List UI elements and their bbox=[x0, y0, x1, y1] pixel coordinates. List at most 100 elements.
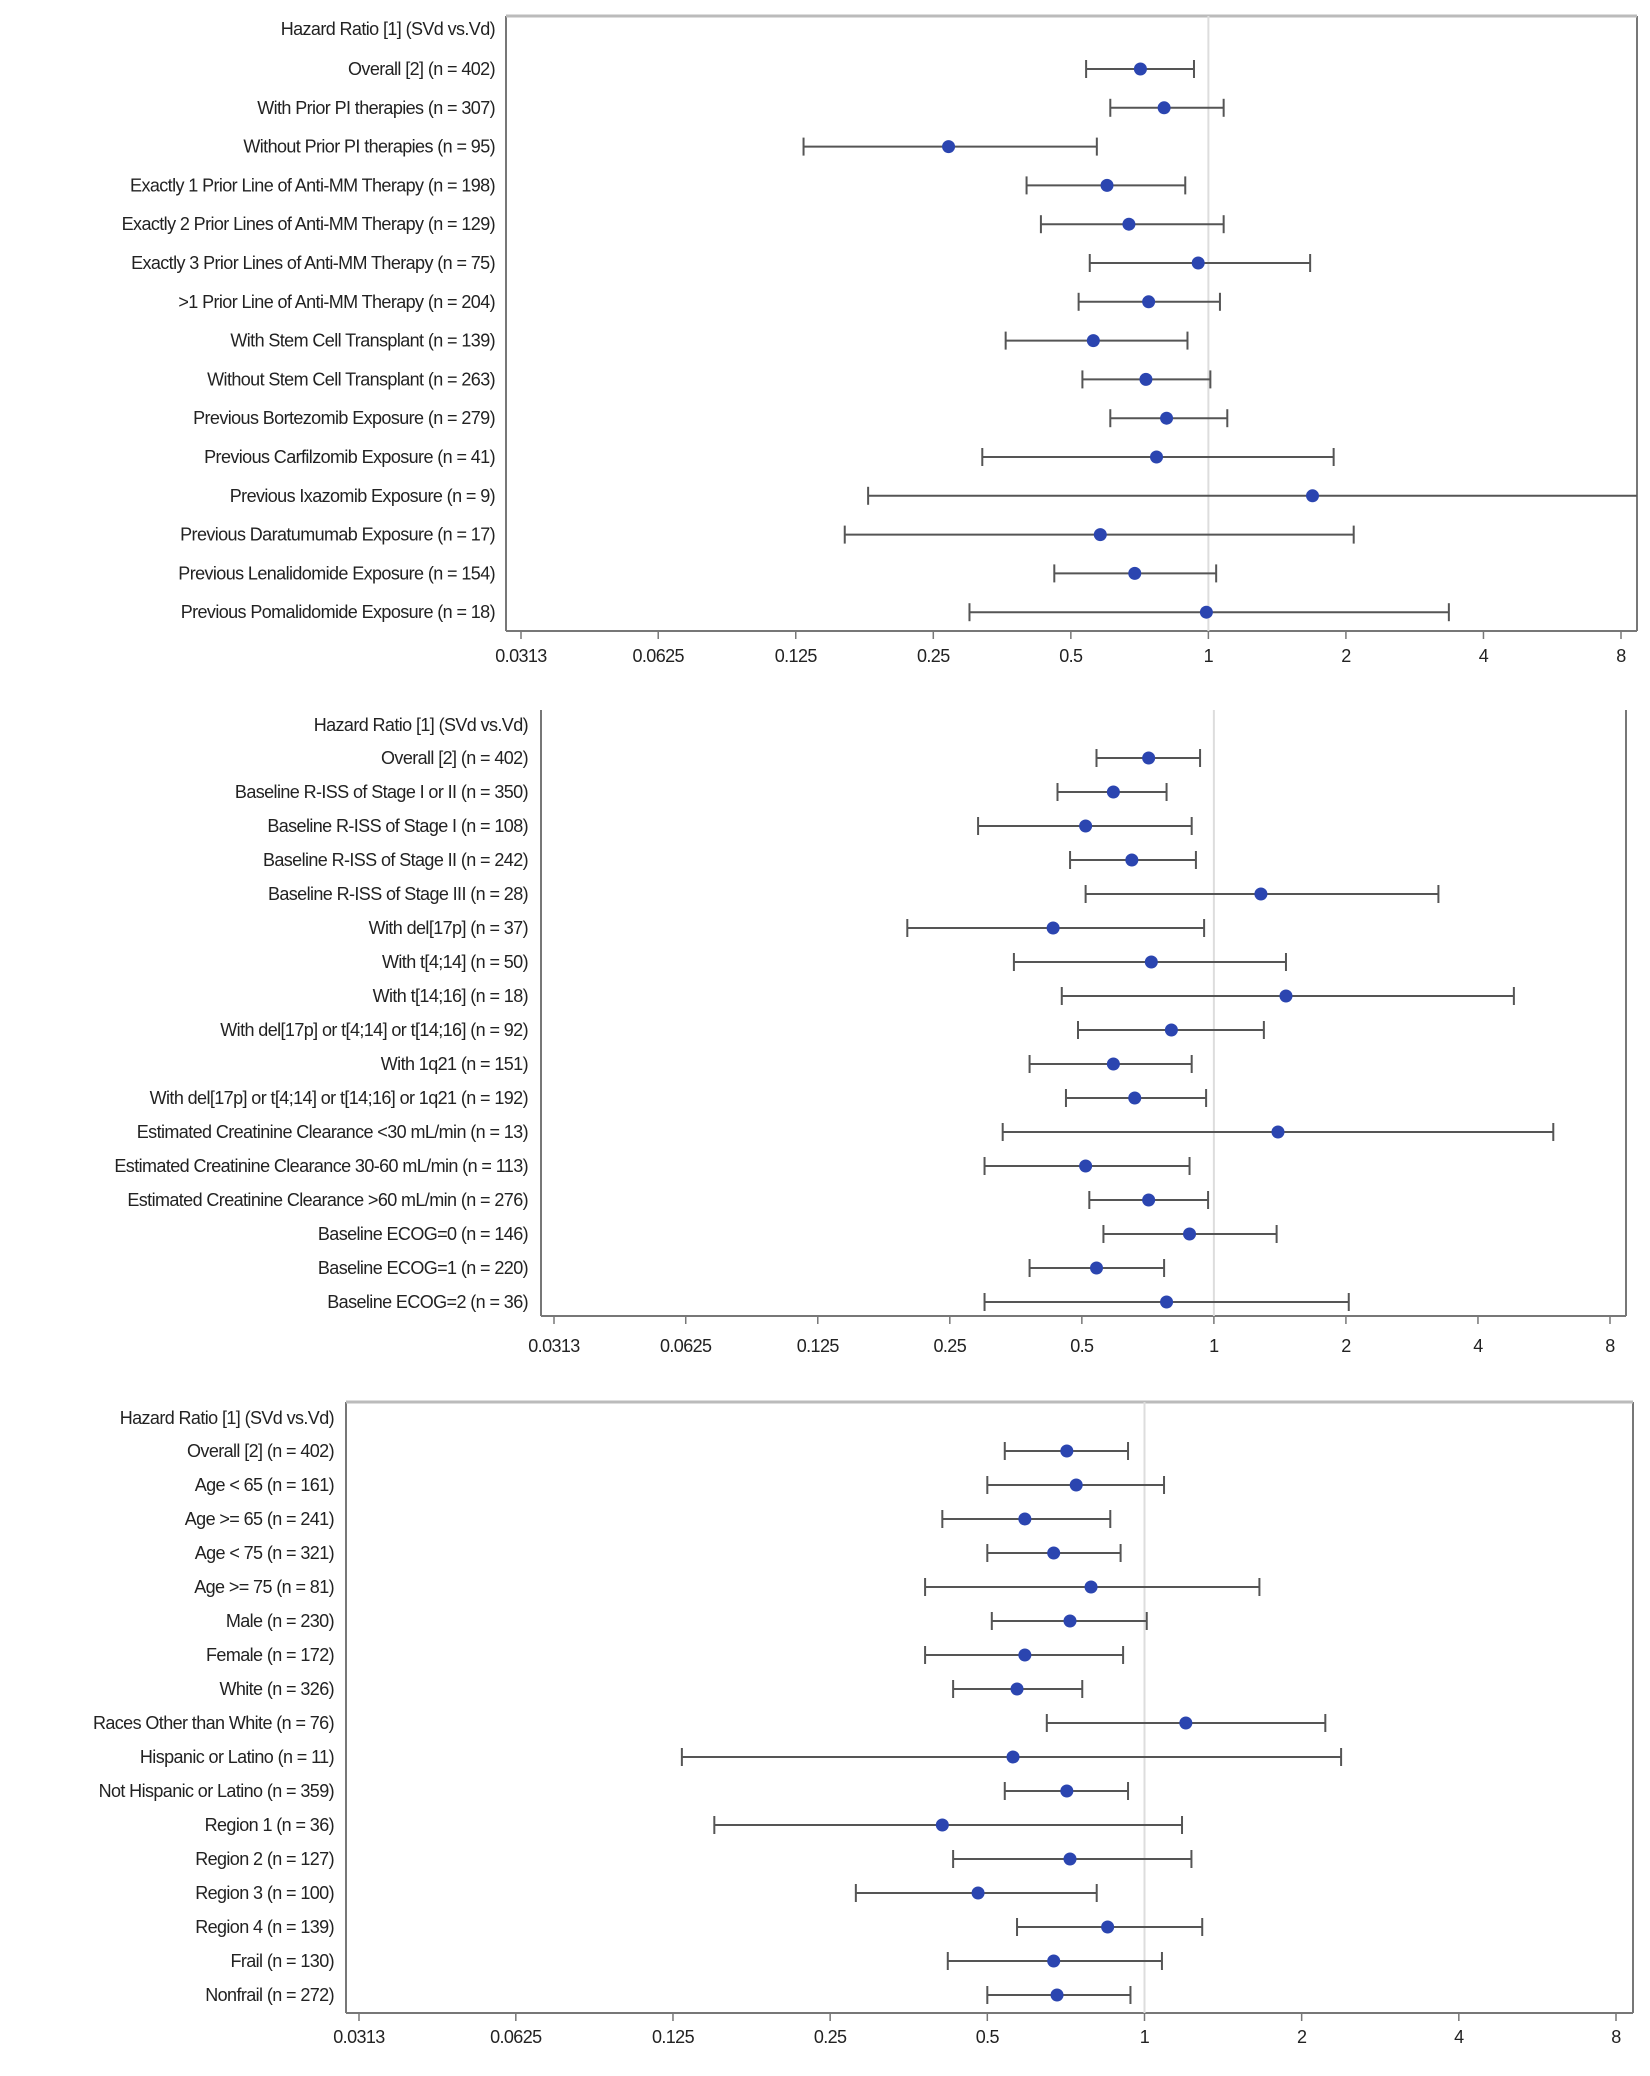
ci-row bbox=[1088, 1191, 1210, 1209]
row-label: Previous Ixazomib Exposure (n = 9) bbox=[230, 486, 495, 506]
x-tick-label: 0.5 bbox=[1059, 646, 1083, 666]
hazard-ratio-point bbox=[1084, 1580, 1098, 1594]
x-tick-label: 0.125 bbox=[775, 646, 818, 666]
ci-row bbox=[906, 919, 1206, 937]
hazard-ratio-point bbox=[1063, 1614, 1077, 1628]
ci-row bbox=[986, 1986, 1132, 2004]
ci-row bbox=[941, 1510, 1112, 1528]
x-tick-label: 0.125 bbox=[797, 1336, 840, 1356]
x-tick-label: 1 bbox=[1204, 646, 1214, 666]
row-label: Estimated Creatinine Clearance 30-60 mL/… bbox=[114, 1156, 528, 1176]
ci-row bbox=[990, 1612, 1148, 1630]
ci-row bbox=[1085, 60, 1195, 78]
row-label: Not Hispanic or Latino (n = 359) bbox=[99, 1781, 334, 1801]
ci-row bbox=[1012, 953, 1287, 971]
row-label: Baseline ECOG=1 (n = 220) bbox=[318, 1258, 528, 1278]
ci-row bbox=[983, 1293, 1350, 1311]
hazard-ratio-point bbox=[935, 1818, 949, 1832]
ci-row bbox=[981, 448, 1335, 466]
x-tick-label: 0.0625 bbox=[660, 1336, 712, 1356]
row-label: Exactly 3 Prior Lines of Anti-MM Therapy… bbox=[131, 253, 495, 273]
x-tick-label: 0.25 bbox=[917, 646, 950, 666]
hazard-ratio-point bbox=[971, 1886, 985, 1900]
row-label: Baseline R-ISS of Stage III (n = 28) bbox=[268, 884, 528, 904]
hazard-ratio-point bbox=[1179, 1716, 1193, 1730]
ci-row bbox=[986, 1476, 1166, 1494]
row-label: Races Other than White (n = 76) bbox=[93, 1713, 334, 1733]
ci-row bbox=[1077, 292, 1221, 311]
ci-row bbox=[1056, 783, 1168, 801]
row-label: Baseline ECOG=0 (n = 146) bbox=[318, 1224, 528, 1244]
ci-row bbox=[1039, 215, 1225, 234]
x-tick-label: 0.0313 bbox=[333, 2027, 385, 2047]
x-tick-label: 8 bbox=[1616, 646, 1626, 666]
hazard-ratio-point bbox=[1125, 853, 1139, 867]
ci-row bbox=[986, 1544, 1122, 1562]
hazard-ratio-point bbox=[1093, 528, 1107, 542]
hazard-ratio-point bbox=[1164, 1023, 1178, 1037]
ci-row bbox=[1095, 749, 1202, 767]
ci-row bbox=[1069, 851, 1197, 869]
row-label: Previous Bortezomib Exposure (n = 279) bbox=[193, 408, 495, 428]
x-tick-label: 0.5 bbox=[1070, 1336, 1094, 1356]
ci-row bbox=[1109, 98, 1225, 117]
row-label: Baseline R-ISS of Stage I (n = 108) bbox=[267, 816, 528, 836]
x-tick-label: 8 bbox=[1605, 1336, 1615, 1356]
hazard-ratio-point bbox=[1018, 1512, 1032, 1526]
hazard-ratio-point bbox=[1191, 256, 1205, 270]
hazard-ratio-point bbox=[1050, 1988, 1064, 2002]
row-label: Age >= 75 (n = 81) bbox=[194, 1577, 334, 1597]
hazard-ratio-point bbox=[1271, 1125, 1285, 1139]
header-label: Hazard Ratio [1] (SVd vs.Vd) bbox=[281, 19, 495, 39]
x-tick-label: 4 bbox=[1479, 646, 1489, 666]
hazard-ratio-point bbox=[1160, 1295, 1174, 1309]
row-label: With t[14;16] (n = 18) bbox=[373, 986, 528, 1006]
ci-row bbox=[843, 525, 1355, 544]
row-label: Previous Lenalidomide Exposure (n = 154) bbox=[178, 563, 495, 583]
hazard-ratio-point bbox=[1254, 887, 1268, 901]
row-label: Exactly 1 Prior Line of Anti-MM Therapy … bbox=[130, 175, 495, 195]
row-label: >1 Prior Line of Anti-MM Therapy (n = 20… bbox=[178, 292, 495, 312]
ci-row bbox=[854, 1884, 1098, 1902]
x-tick-label: 0.0625 bbox=[490, 2027, 542, 2047]
row-label: Age < 75 (n = 321) bbox=[195, 1543, 334, 1563]
row-label: With Stem Cell Transplant (n = 139) bbox=[230, 331, 495, 351]
ci-row bbox=[867, 486, 1637, 505]
hazard-ratio-point bbox=[1018, 1648, 1032, 1662]
hazard-ratio-point bbox=[1128, 566, 1142, 580]
hazard-ratio-point bbox=[1047, 1954, 1061, 1968]
hazard-ratio-point bbox=[1060, 1444, 1074, 1458]
hazard-ratio-point bbox=[1101, 1920, 1115, 1934]
row-label: Female (n = 172) bbox=[206, 1645, 334, 1665]
ci-row bbox=[713, 1816, 1184, 1834]
ci-row bbox=[1028, 1055, 1193, 1073]
row-label: Previous Pomalidomide Exposure (n = 18) bbox=[181, 602, 495, 622]
ci-row bbox=[1081, 370, 1212, 389]
row-label: Baseline R-ISS of Stage I or II (n = 350… bbox=[235, 782, 528, 802]
x-tick-label: 2 bbox=[1341, 646, 1351, 666]
hazard-ratio-point bbox=[1279, 989, 1293, 1003]
x-tick-label: 0.0313 bbox=[495, 646, 547, 666]
ci-row bbox=[952, 1850, 1193, 1868]
ci-row bbox=[977, 817, 1193, 835]
row-label: With Prior PI therapies (n = 307) bbox=[257, 98, 495, 118]
hazard-ratio-point bbox=[1122, 217, 1136, 231]
row-label: Overall [2] (n = 402) bbox=[187, 1441, 334, 1461]
ci-row bbox=[1025, 176, 1187, 195]
x-tick-label: 0.125 bbox=[652, 2027, 695, 2047]
row-label: Overall [2] (n = 402) bbox=[348, 59, 495, 79]
x-tick-label: 2 bbox=[1297, 2027, 1307, 2047]
x-tick-label: 2 bbox=[1341, 1336, 1351, 1356]
hazard-ratio-point bbox=[1199, 605, 1213, 619]
row-label: Baseline R-ISS of Stage II (n = 242) bbox=[263, 850, 528, 870]
x-tick-label: 4 bbox=[1473, 1336, 1483, 1356]
row-label: Region 3 (n = 100) bbox=[195, 1883, 334, 1903]
row-label: Previous Daratumumab Exposure (n = 17) bbox=[180, 525, 495, 545]
row-label: Age < 65 (n = 161) bbox=[195, 1475, 334, 1495]
row-label: Previous Carfilzomib Exposure (n = 41) bbox=[204, 447, 495, 467]
hazard-ratio-point bbox=[1046, 921, 1060, 935]
hazard-ratio-point bbox=[1079, 819, 1093, 833]
hazard-ratio-point bbox=[1079, 1159, 1093, 1173]
row-label: With 1q21 (n = 151) bbox=[381, 1054, 528, 1074]
